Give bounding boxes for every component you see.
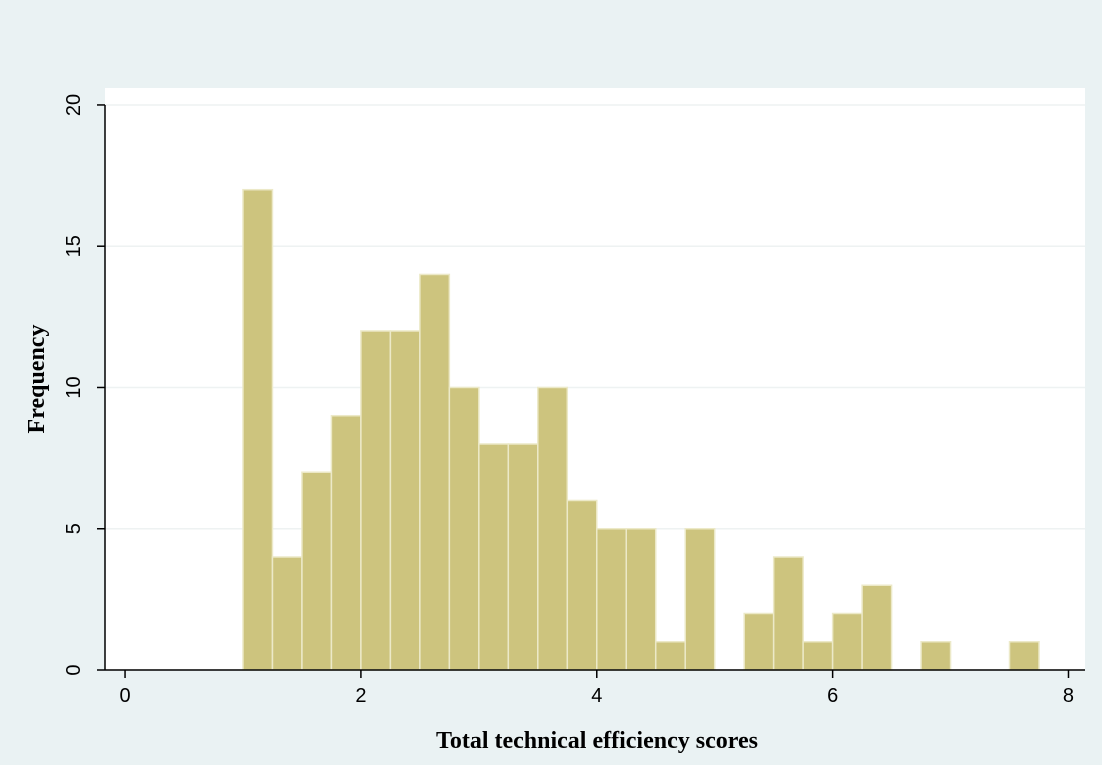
bar <box>389 330 421 671</box>
bar <box>537 386 569 671</box>
bar <box>566 499 598 671</box>
bar <box>684 527 716 671</box>
y-tick-label: 15 <box>63 235 85 257</box>
x-tick-label: 4 <box>591 685 602 707</box>
bar <box>743 612 775 671</box>
x-tick-label: 0 <box>119 685 130 707</box>
y-tick-label: 5 <box>63 523 85 534</box>
x-tick-label: 6 <box>827 685 838 707</box>
bar <box>596 527 628 671</box>
bar <box>920 640 952 671</box>
bar <box>625 527 657 671</box>
bar <box>772 556 804 671</box>
bar <box>1008 640 1040 671</box>
x-tick-label: 2 <box>355 685 366 707</box>
bar <box>861 584 893 671</box>
bar <box>507 443 539 671</box>
y-tick-label: 10 <box>63 376 85 398</box>
bar <box>330 414 362 671</box>
x-axis-title: Total technical efficiency scores <box>436 728 758 754</box>
x-tick-label: 8 <box>1063 685 1074 707</box>
bar <box>301 471 333 671</box>
bar <box>802 640 834 671</box>
bar <box>478 443 510 671</box>
bar <box>271 556 303 671</box>
y-axis-title: Frequency <box>24 325 50 434</box>
bar <box>419 273 451 671</box>
bar <box>831 612 863 671</box>
bar <box>360 330 392 671</box>
bar <box>448 386 480 671</box>
y-tick-label: 0 <box>63 664 85 675</box>
bar <box>654 640 686 671</box>
y-tick-label: 20 <box>63 94 85 116</box>
bar <box>242 188 274 671</box>
